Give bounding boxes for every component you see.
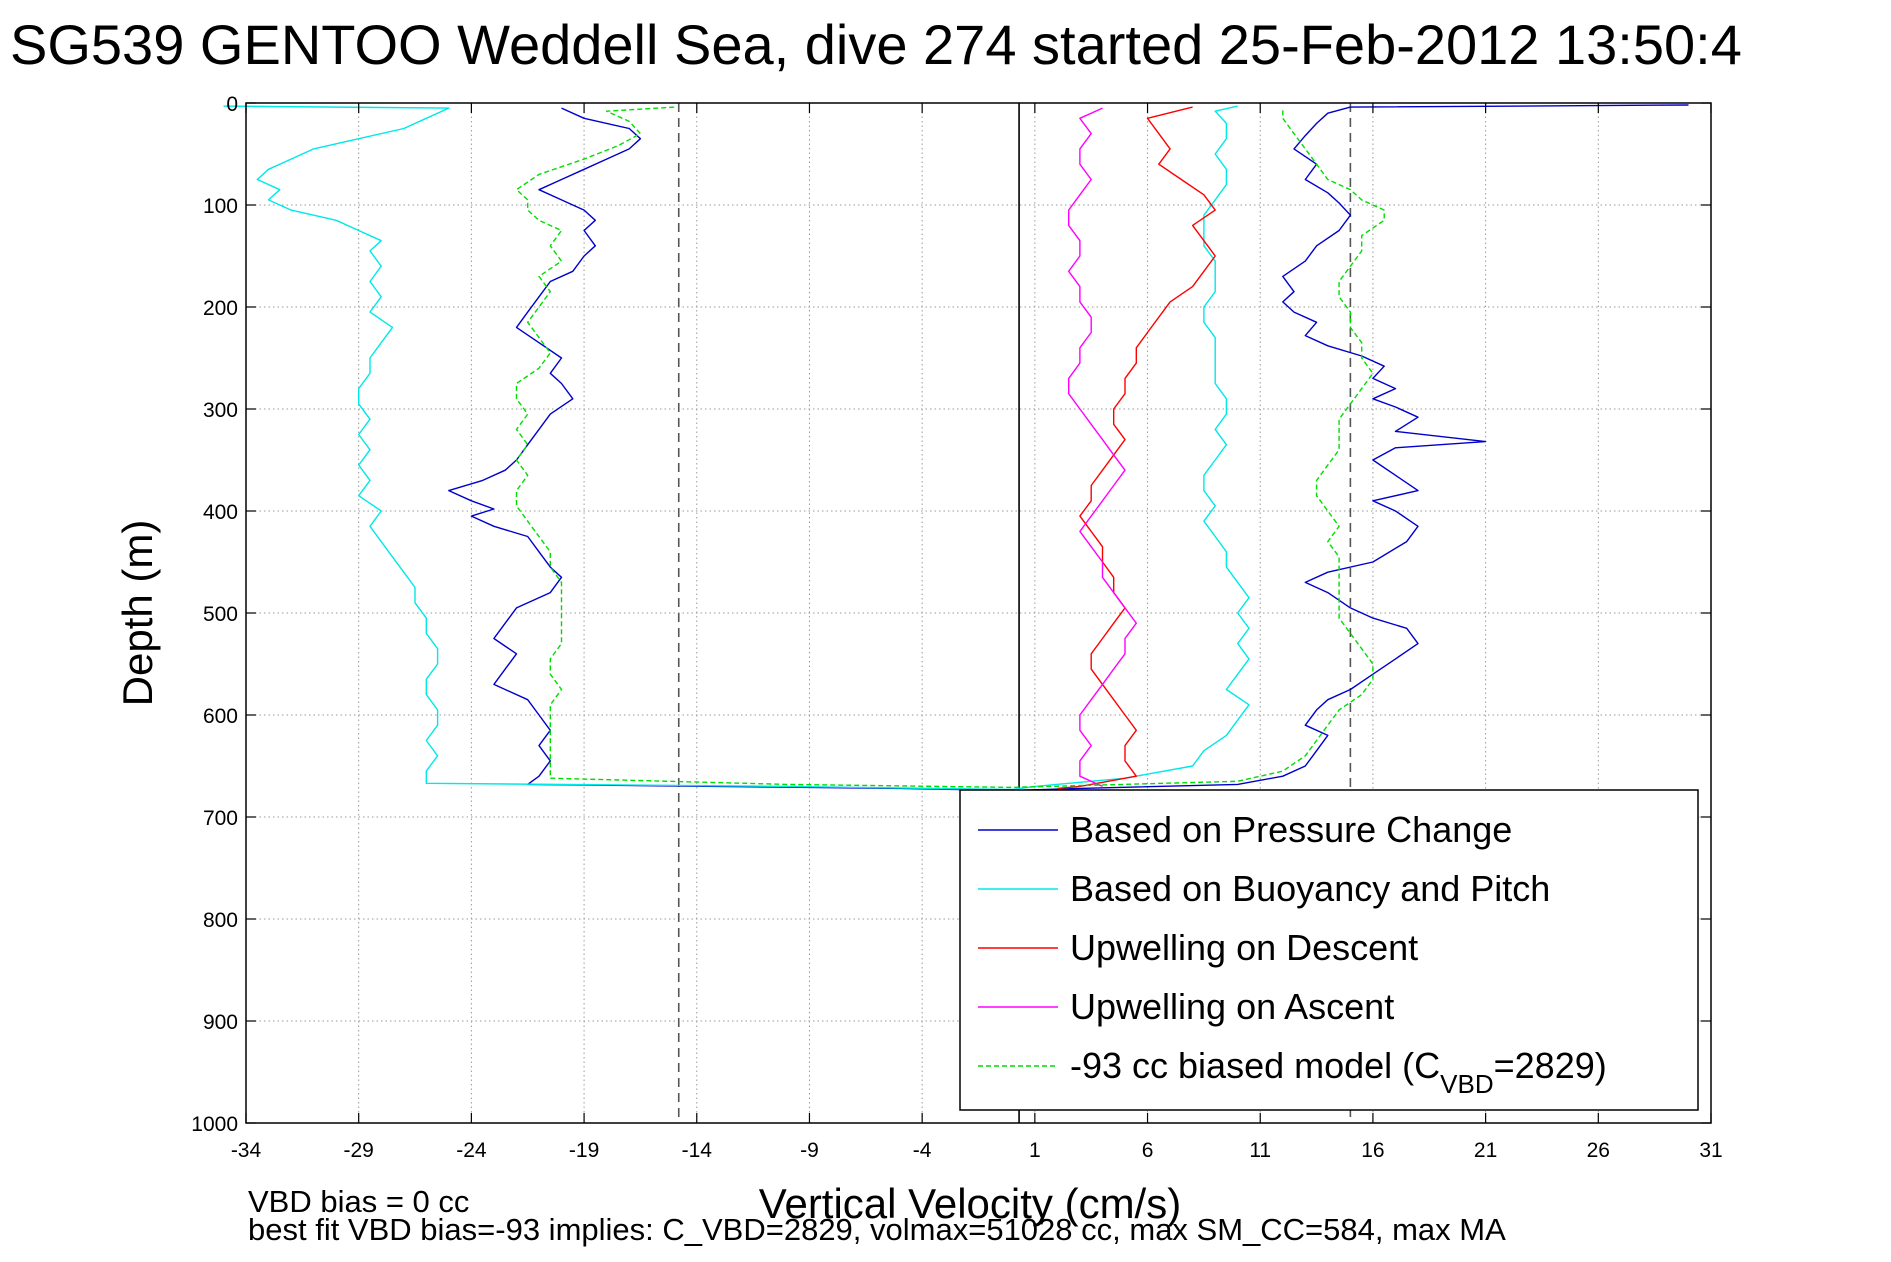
legend-label-subscript: VBD xyxy=(1440,1069,1493,1099)
x-tick-label: -24 xyxy=(456,1139,487,1162)
x-tick-label: -14 xyxy=(682,1139,713,1162)
series-line xyxy=(515,106,1385,789)
legend-label-suffix: =2829) xyxy=(1494,1045,1607,1086)
legend-label: Based on Buoyancy and Pitch xyxy=(1070,868,1550,909)
chart-title: SG539 GENTOO Weddell Sea, dive 274 start… xyxy=(10,13,1742,76)
legend-box xyxy=(959,789,1699,1111)
series-line xyxy=(223,105,1250,791)
legend-label: Upwelling on Descent xyxy=(1070,927,1418,968)
x-tick-label: 6 xyxy=(1142,1139,1154,1162)
y-tick-label: 800 xyxy=(203,909,238,932)
x-axis-ticks: -34 -29 -24 -19 -14 -9 -4 1 6 11 16 21 26 31 xyxy=(231,103,1723,1162)
y-tick-label: 600 xyxy=(203,705,238,728)
x-tick-label: -19 xyxy=(569,1139,599,1162)
y-tick-label: 900 xyxy=(203,1011,238,1034)
y-tick-label: 400 xyxy=(203,501,238,524)
legend-label: Upwelling on Ascent xyxy=(1070,986,1394,1027)
y-axis-label: Depth (m) xyxy=(114,520,161,707)
y-tick-label: 0 xyxy=(226,93,238,116)
y-tick-label: 700 xyxy=(203,807,238,830)
x-tick-label: 1 xyxy=(1029,1139,1041,1162)
y-axis-ticks: 0 100 200 300 400 500 600 700 800 900 1000 xyxy=(191,93,1711,1136)
x-tick-label: 11 xyxy=(1249,1139,1271,1162)
y-tick-label: 100 xyxy=(203,195,238,218)
x-tick-label: -29 xyxy=(344,1139,374,1162)
series-line xyxy=(1057,106,1216,790)
vbd-bias-note: VBD bias = 0 cc xyxy=(248,1184,469,1219)
series-line xyxy=(1068,107,1137,788)
y-tick-label: 300 xyxy=(203,399,238,422)
x-axis-label: Vertical Velocity (cm/s) xyxy=(759,1180,1181,1227)
x-tick-label: -9 xyxy=(800,1139,819,1162)
x-tick-label: -34 xyxy=(231,1139,262,1162)
y-tick-label: 500 xyxy=(203,603,238,626)
series-group xyxy=(223,104,1689,792)
x-tick-label: -4 xyxy=(913,1139,932,1162)
x-tick-label: 26 xyxy=(1587,1139,1610,1162)
best-fit-note: best fit VBD bias=-93 implies: C_VBD=282… xyxy=(248,1212,1506,1247)
legend-label: Based on Pressure Change xyxy=(1070,809,1512,850)
series-line xyxy=(448,104,1689,792)
legend: Based on Pressure Change Based on Buoyanc… xyxy=(959,789,1699,1111)
x-tick-label: 21 xyxy=(1474,1139,1497,1162)
y-tick-label: 1000 xyxy=(191,1113,238,1136)
x-tick-label: 16 xyxy=(1361,1139,1384,1162)
x-tick-label: 31 xyxy=(1699,1139,1722,1162)
y-tick-label: 200 xyxy=(203,297,238,320)
